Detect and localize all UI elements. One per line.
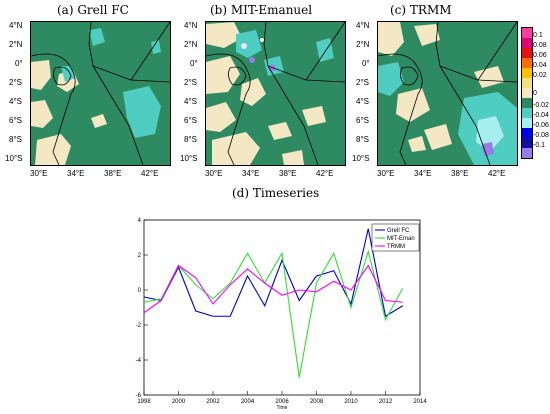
colorbar-swatch [522,98,532,108]
lon-tick: 42°E [488,169,506,178]
y-tick-label: 4 [138,218,142,224]
x-tick-label: 2002 [206,399,220,405]
x-tick-label: 2006 [275,399,289,405]
lat-tick: 4°S [9,97,22,106]
series-line-1 [143,228,404,318]
lat-tick: 0° [362,59,370,68]
lat-tick: 0° [190,59,198,68]
colorbar-swatch [522,28,532,38]
lon-tick: 34°E [414,169,432,178]
colorbar-label: -0.04 [533,112,549,119]
series-line-2 [143,249,404,378]
lon-tick: 42°E [316,169,334,178]
colorbar-label: 0 [533,90,537,97]
map-grell [30,21,171,166]
lon-tick: 34°E [67,169,85,178]
colorbar-swatch [522,108,532,118]
lat-tick: 8°S [184,135,197,144]
colorbar-swatch [522,38,532,48]
lat-tick: 4°N [9,21,23,30]
legend-label: TRMM [387,244,405,250]
lon-tick: 38°E [279,169,297,178]
lat-tick: 2°S [184,78,197,87]
lat-tick: 4°S [356,97,369,106]
colorbar-label: 0.08 [533,42,547,49]
legend-label: Grell FC [387,228,410,234]
lat-tick: 10°S [5,154,23,163]
y-tick-label: -4 [136,358,142,364]
lon-tick: 42°E [141,169,159,178]
lat-tick: 2°S [9,78,22,87]
lat-tick: 8°S [9,135,22,144]
lat-tick: 2°N [184,40,198,49]
lon-tick: 38°E [104,169,122,178]
colorbar-label: -0.08 [533,132,549,139]
y-tick-label: -6 [136,393,142,399]
y-tick-label: 0 [138,288,142,294]
lat-tick: 8°S [356,135,369,144]
lat-tick: 6°S [184,116,197,125]
colorbar-label: 0.04 [533,62,547,69]
x-tick-label: 1998 [137,399,151,405]
lon-tick: 30°E [205,169,223,178]
x-tick-label: 2014 [413,399,427,405]
colorbar-swatch [522,88,532,98]
colorbar-label: 0.1 [533,32,543,39]
map-mit [205,21,346,166]
lat-tick: 0° [15,59,23,68]
colorbar-swatch [522,138,532,148]
lat-tick: 10°S [180,154,198,163]
lat-tick: 4°N [184,21,198,30]
lat-tick: 4°S [184,97,197,106]
series-line-3 [143,264,403,314]
colorbar-label: -0.1 [533,142,546,149]
lat-tick: 2°S [356,78,369,87]
lon-tick: 30°E [377,169,395,178]
colorbar-swatch [522,148,532,158]
colorbar-label: 0.06 [533,52,547,59]
colorbar-swatch [522,128,532,138]
map-trmm [377,21,518,166]
colorbar-swatch [522,48,532,58]
panel-title-mit: (b) MIT-Emanuel [210,3,313,17]
lat-tick: 2°N [9,40,23,49]
lon-tick: 38°E [451,169,469,178]
colorbar-label: -0.02 [533,102,549,109]
lat-tick: 6°S [356,116,369,125]
panel-title-grell: (a) Grell FC [57,3,129,17]
y-tick-label: 2 [138,253,142,259]
colorbar-label: 0.02 [533,72,547,79]
x-axis-label: Time [277,405,288,411]
x-tick-label: 2008 [310,399,324,405]
panel-title-trmm: (c) TRMM [390,3,452,17]
colorbar [521,27,533,159]
lon-tick: 34°E [242,169,260,178]
colorbar-label: -0.06 [533,122,549,129]
x-tick-label: 2010 [344,399,358,405]
lat-tick: 10°S [352,154,370,163]
lon-tick: 30°E [30,169,48,178]
colorbar-swatch [522,58,532,68]
colorbar-swatch [522,78,532,88]
x-tick-label: 2000 [172,399,186,405]
legend-label: MIT-Eman [387,236,415,242]
y-tick-label: -2 [136,323,142,329]
lat-tick: 6°S [9,116,22,125]
timeseries-title: (d) Timeseries [232,186,320,200]
colorbar-swatch [522,68,532,78]
x-tick-label: 2012 [379,399,393,405]
lat-tick: 4°N [356,21,370,30]
colorbar-swatch [522,118,532,128]
lat-tick: 2°N [356,40,370,49]
x-tick-label: 2004 [241,399,255,405]
